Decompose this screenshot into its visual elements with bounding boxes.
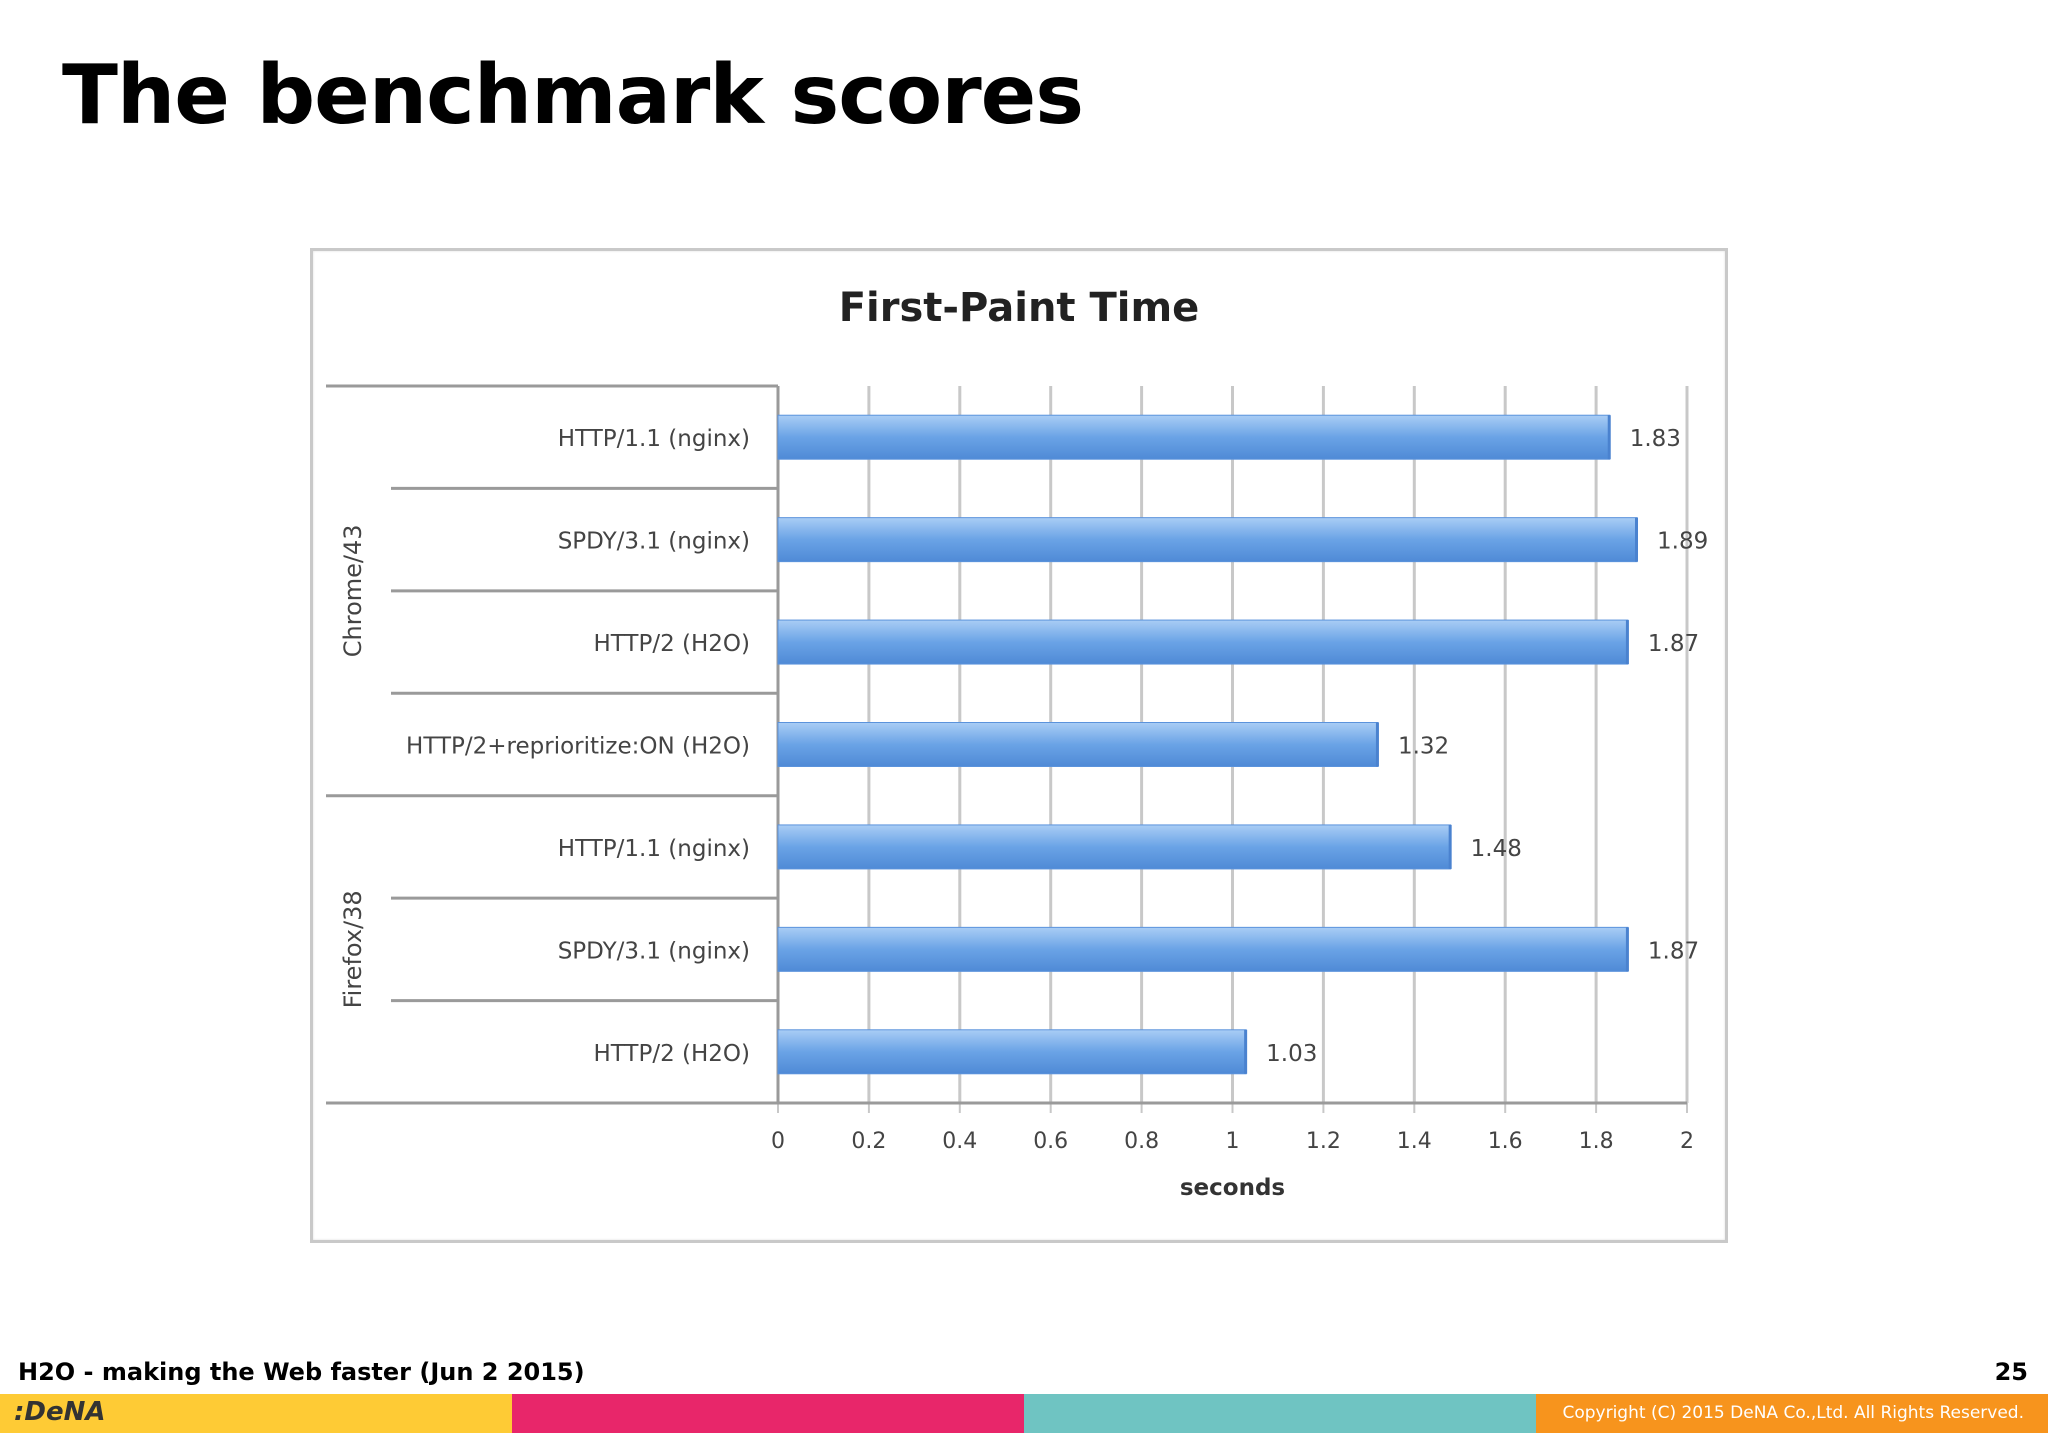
x-tick-label: 0.6 bbox=[1033, 1129, 1068, 1154]
data-label: 1.32 bbox=[1398, 734, 1449, 760]
bar-segment-pink bbox=[512, 1394, 1024, 1433]
bar bbox=[777, 517, 1638, 563]
bar bbox=[777, 926, 1629, 972]
x-tick-label: 1.8 bbox=[1579, 1129, 1614, 1154]
bottom-color-bar: :DeNA Copyright (C) 2015 DeNA Co.,Ltd. A… bbox=[0, 1394, 2048, 1433]
data-label: 1.03 bbox=[1266, 1041, 1317, 1067]
bar bbox=[777, 414, 1611, 460]
bar-end bbox=[1448, 824, 1452, 869]
bar bbox=[777, 619, 1629, 665]
x-tick-label: 1.6 bbox=[1488, 1129, 1523, 1154]
x-tick-label: 1.2 bbox=[1306, 1129, 1341, 1154]
footer-text: H2O - making the Web faster (Jun 2 2015) bbox=[18, 1358, 585, 1386]
x-tick-label: 0 bbox=[771, 1129, 785, 1154]
data-label: 1.83 bbox=[1630, 426, 1681, 452]
x-tick-label: 0.2 bbox=[851, 1129, 886, 1154]
category-label: SPDY/3.1 (nginx) bbox=[558, 529, 750, 555]
bar-end bbox=[1625, 927, 1629, 972]
category-label: HTTP/1.1 (nginx) bbox=[558, 836, 750, 862]
category-label: HTTP/2 (H2O) bbox=[593, 631, 750, 657]
bar-end bbox=[1625, 620, 1629, 665]
first-paint-chart: First-Paint Time 0 0.2 0.4 0.6 0.8 1 1.2 1.4 1.6 1… bbox=[326, 285, 1708, 1201]
data-label: 1.87 bbox=[1648, 631, 1699, 657]
x-axis-label: seconds bbox=[1180, 1175, 1285, 1201]
bar-segment-yellow: :DeNA bbox=[0, 1394, 512, 1433]
group-label: Firefox/38 bbox=[339, 890, 367, 1008]
x-tick-label: 2 bbox=[1680, 1129, 1694, 1154]
bar bbox=[777, 824, 1452, 870]
bar bbox=[777, 722, 1379, 767]
bar-end bbox=[1375, 722, 1379, 767]
bar-segment-teal bbox=[1024, 1394, 1536, 1433]
category-label: HTTP/1.1 (nginx) bbox=[558, 426, 750, 452]
data-label: 1.87 bbox=[1648, 938, 1699, 964]
slide-title: The benchmark scores bbox=[62, 48, 1084, 143]
bar-end bbox=[1607, 415, 1611, 460]
bar-end bbox=[1635, 517, 1639, 562]
chart-frame: First-Paint Time 0 0.2 0.4 0.6 0.8 1 1.2 1.4 1.6 1… bbox=[310, 248, 1728, 1243]
copyright-text: Copyright (C) 2015 DeNA Co.,Ltd. All Rig… bbox=[1562, 1403, 2024, 1423]
x-tick-label: 1 bbox=[1226, 1129, 1240, 1154]
bar-end bbox=[1244, 1029, 1248, 1074]
x-tick-label: 1.4 bbox=[1397, 1129, 1432, 1154]
chart-title: First-Paint Time bbox=[839, 285, 1200, 331]
bar bbox=[777, 1029, 1247, 1075]
data-label: 1.48 bbox=[1471, 836, 1522, 862]
x-tick-label: 0.8 bbox=[1124, 1129, 1159, 1154]
category-label: SPDY/3.1 (nginx) bbox=[558, 938, 750, 964]
group-label: Chrome/43 bbox=[339, 524, 367, 657]
x-tick-label: 0.4 bbox=[942, 1129, 977, 1154]
category-label: HTTP/2 (H2O) bbox=[593, 1041, 750, 1067]
dena-logo: :DeNA bbox=[14, 1397, 106, 1427]
bar-segment-orange: Copyright (C) 2015 DeNA Co.,Ltd. All Rig… bbox=[1536, 1394, 2048, 1433]
category-label: HTTP/2+reprioritize:ON (H2O) bbox=[406, 734, 750, 760]
page-number: 25 bbox=[1994, 1358, 2028, 1386]
data-label: 1.89 bbox=[1657, 529, 1708, 555]
